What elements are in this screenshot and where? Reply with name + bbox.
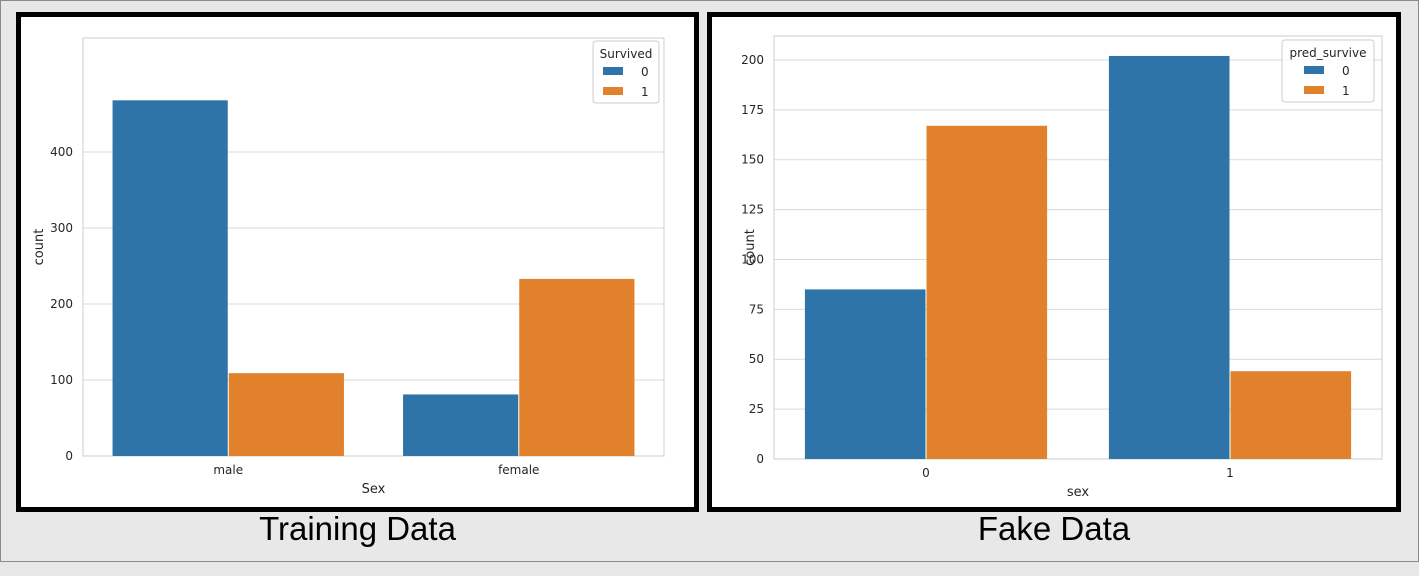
bar-male-series-0: [112, 100, 228, 456]
training-data-chart: 0 100 200 300 400 male female Sex count Survived 0…: [32, 37, 665, 497]
y-tick-label: 0: [756, 452, 764, 466]
legend-entry: 0: [1342, 64, 1350, 78]
legend-swatch-1: [1304, 86, 1324, 94]
legend-entry: 1: [1342, 84, 1350, 98]
bar-male-series-1: [228, 373, 344, 456]
legend: pred_survive 0 1: [1281, 39, 1375, 103]
bar-0-series-1: [926, 125, 1048, 460]
training-chart-panel: 0 100 200 300 400 male female Sex count Survived 0…: [16, 12, 699, 512]
y-tick-label: 75: [749, 302, 764, 316]
y-tick-label: 200: [741, 53, 764, 67]
y-tick-label: 100: [50, 373, 73, 387]
fake-chart-panel: 0 25 50 75 100 125 150 175 200 0 1 sex count pred_sur…: [707, 12, 1401, 512]
x-tick-label: 1: [1226, 466, 1234, 480]
y-axis-label: count: [32, 229, 47, 266]
y-tick-label: 300: [50, 221, 73, 235]
y-tick-label: 200: [50, 297, 73, 311]
legend-swatch-1: [603, 87, 623, 95]
bar-1-series-0: [1108, 55, 1230, 460]
x-tick-label: male: [213, 463, 243, 477]
fake-data-chart: 0 25 50 75 100 125 150 175 200 0 1 sex count pred_sur…: [741, 35, 1383, 500]
legend-swatch-0: [603, 67, 623, 75]
legend: Survived 0 1: [592, 40, 660, 104]
legend-entry: 0: [641, 65, 649, 79]
legend-title: pred_survive: [1290, 46, 1367, 60]
y-tick-label: 125: [741, 203, 764, 217]
x-tick-label: 0: [922, 466, 930, 480]
y-tick-label: 0: [65, 449, 73, 463]
y-tick-label: 50: [749, 352, 764, 366]
bar-female-series-1: [519, 278, 635, 456]
legend-title: Survived: [600, 47, 653, 61]
y-tick-label: 100: [741, 252, 764, 266]
fake-data-caption: Fake Data: [977, 510, 1131, 547]
plot-area: [773, 35, 1383, 460]
legend-swatch-0: [1304, 66, 1324, 74]
x-axis-label: Sex: [362, 482, 386, 497]
y-tick-label: 25: [749, 402, 764, 416]
plot-area: [82, 37, 665, 457]
x-axis-label: sex: [1067, 485, 1090, 500]
legend-entry: 1: [641, 85, 649, 99]
x-tick-label: female: [498, 463, 539, 477]
y-tick-label: 400: [50, 145, 73, 159]
y-axis-label: count: [743, 229, 758, 266]
y-tick-label: 150: [741, 153, 764, 167]
y-tick-label: 175: [741, 103, 764, 117]
bar-female-series-0: [403, 394, 519, 456]
training-data-caption: Training Data: [259, 510, 456, 547]
bar-0-series-0: [804, 289, 926, 459]
bar-1-series-1: [1230, 371, 1352, 459]
